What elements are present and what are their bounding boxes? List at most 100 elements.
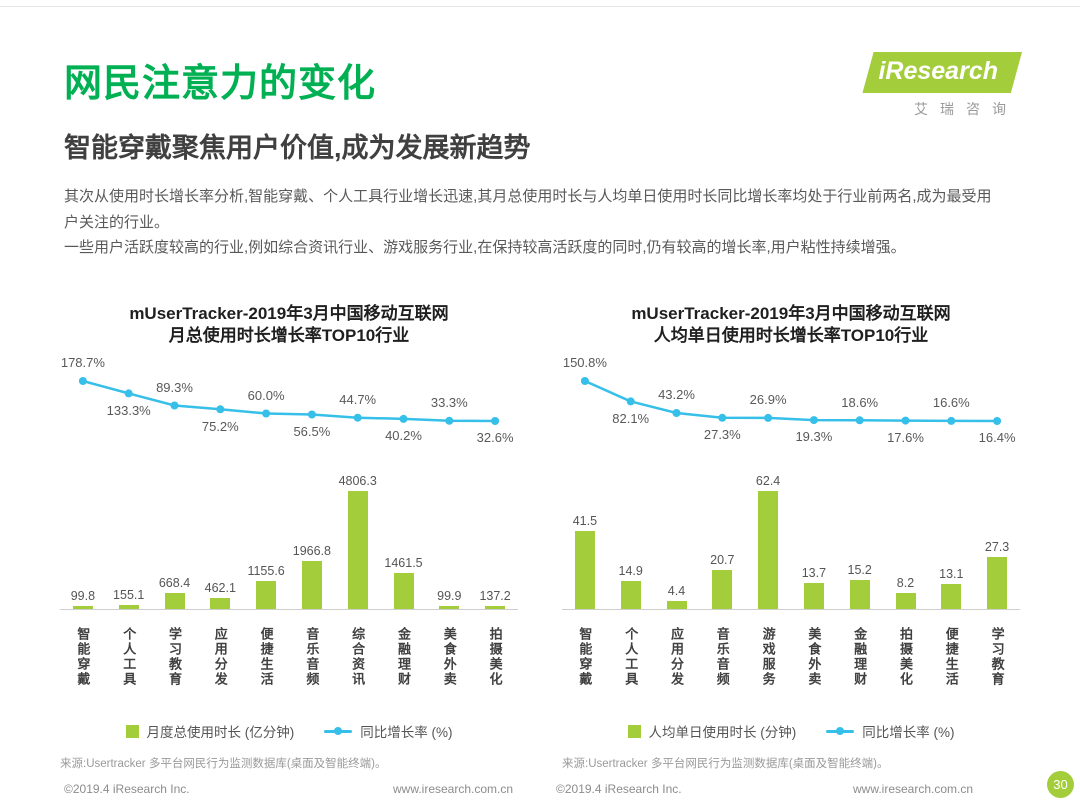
bar-value-label: 41.5 xyxy=(572,514,598,529)
bar-value-label: 1461.5 xyxy=(384,556,423,571)
line-value-label: 27.3% xyxy=(703,426,741,442)
line-value-label: 56.5% xyxy=(293,423,331,439)
category-label: 应用分发 xyxy=(212,627,228,688)
category-label: 拍摄美化 xyxy=(487,627,503,688)
category-label: 智能穿戴 xyxy=(577,627,593,688)
bar-value-label: 4.4 xyxy=(667,584,686,599)
bar xyxy=(941,584,962,610)
line-value-label: 60.0% xyxy=(247,387,285,403)
line-legend-swatch xyxy=(826,727,855,736)
bar-legend-swatch xyxy=(125,724,139,738)
chart-title: mUserTracker-2019年3月中国移动互联网 月总使用时长增长率TOP… xyxy=(60,303,518,347)
line-value-label: 44.7% xyxy=(339,391,377,407)
chart-plot: 99.8 155.1 668.4 462.1 1155.6 1966.8 4806.3 146… xyxy=(60,351,518,621)
category-label: 拍摄美化 xyxy=(897,627,913,688)
category-label: 游戏服务 xyxy=(760,627,776,688)
category-label: 应用分发 xyxy=(668,627,684,688)
bar-value-label: 99.8 xyxy=(70,589,96,604)
bar-legend-swatch xyxy=(627,724,641,738)
bar xyxy=(301,561,322,610)
bar xyxy=(849,580,870,610)
category-label: 学习教育 xyxy=(989,627,1005,688)
bar-value-label: 1155.6 xyxy=(247,564,285,579)
bar xyxy=(666,601,687,610)
footer-website-right: www.iresearch.com.cn xyxy=(853,782,974,796)
page-title: 网民注意力的变化 xyxy=(64,63,377,105)
legend-line-entry: 同比增长率 (%) xyxy=(324,721,453,741)
legend-bar-entry: 人均单日使用时长 (分钟) xyxy=(627,721,797,741)
bar xyxy=(485,606,506,610)
chart-legend: 人均单日使用时长 (分钟) 同比增长率 (%) xyxy=(562,721,1020,741)
chart-title-line2: 月总使用时长增长率TOP10行业 xyxy=(168,326,410,346)
chart-title-line2: 人均单日使用时长增长率TOP10行业 xyxy=(653,326,929,346)
bar-value-label: 155.1 xyxy=(113,588,145,603)
bar xyxy=(758,491,779,610)
bar-value-label: 13.7 xyxy=(801,566,827,581)
category-label: 便捷生活 xyxy=(943,627,959,688)
logo-brand-text: iResearch xyxy=(878,57,998,85)
category-label: 学习教育 xyxy=(166,627,182,688)
bar-value-label: 1966.8 xyxy=(292,544,332,559)
bar xyxy=(620,581,641,610)
source-note: 来源:Usertracker 多平台网民行为监测数据库(桌面及智能终端)。 xyxy=(60,758,387,771)
category-label: 金融理财 xyxy=(395,627,411,688)
iresearch-logo-banner: iResearch xyxy=(862,52,1022,93)
bar xyxy=(439,606,460,610)
chart-daily-per-capita-usage: mUserTracker-2019年3月中国移动互联网 人均单日使用时长增长率T… xyxy=(562,303,1020,771)
category-label: 个人工具 xyxy=(121,627,137,688)
category-label: 智能穿戴 xyxy=(75,627,91,688)
footer-copyright-right: ©2019.4 iResearch Inc. xyxy=(556,782,682,796)
iresearch-logo: iResearch 艾瑞咨询 xyxy=(862,52,1022,119)
x-axis-line xyxy=(60,609,518,611)
bar-value-label: 668.4 xyxy=(158,576,191,591)
category-label: 美食外卖 xyxy=(441,627,457,688)
bar xyxy=(987,557,1008,610)
line-value-label: 26.9% xyxy=(749,392,787,408)
line-value-label: 43.2% xyxy=(658,387,695,403)
bar-value-label: 15.2 xyxy=(847,563,872,578)
source-note: 来源:Usertracker 多平台网民行为监测数据库(桌面及智能终端)。 xyxy=(562,758,889,771)
category-label: 个人工具 xyxy=(623,627,639,688)
bar-value-label: 4806.3 xyxy=(338,474,377,489)
x-axis-line xyxy=(562,609,1020,611)
bar-value-label: 137.2 xyxy=(479,589,511,604)
chart-plot: 41.5 14.9 4.4 20.7 62.4 13.7 15.2 8.2 13.1 27.3 15… xyxy=(562,351,1020,621)
category-label: 音乐音频 xyxy=(714,627,730,688)
line-value-label: 89.3% xyxy=(156,379,193,395)
chart-title-line1: mUserTracker-2019年3月中国移动互联网 xyxy=(129,304,449,323)
logo-brand-chinese: 艾瑞咨询 xyxy=(914,101,1018,117)
line-value-label: 32.6% xyxy=(476,430,514,446)
category-label: 美食外卖 xyxy=(806,627,822,688)
bar-value-label: 462.1 xyxy=(204,581,236,596)
line-value-label: 150.8% xyxy=(562,355,607,371)
bar xyxy=(393,573,414,610)
legend-bar-label: 人均单日使用时长 (分钟) xyxy=(648,725,797,741)
line-value-label: 178.7% xyxy=(60,355,105,371)
bar xyxy=(164,593,185,610)
category-label: 音乐音频 xyxy=(304,627,320,688)
chart-monthly-total-usage: mUserTracker-2019年3月中国移动互联网 月总使用时长增长率TOP… xyxy=(60,303,518,771)
bar-value-label: 8.2 xyxy=(896,576,915,591)
line-value-label: 19.3% xyxy=(795,429,833,445)
line-value-label: 75.2% xyxy=(201,418,239,434)
body-paragraph-2: 一些用户活跃度较高的行业,例如综合资讯行业、游戏服务行业,在保持较高活跃度的同时… xyxy=(64,239,906,256)
category-axis: 智能穿戴 个人工具 应用分发 音乐音频 游戏服务 美食外卖 金融理财 拍摄美化 便捷生活 学习教育 xyxy=(562,627,1020,713)
line-value-label: 16.4% xyxy=(978,430,1016,446)
line-value-label: 133.3% xyxy=(106,402,151,418)
category-axis: 智能穿戴 个人工具 学习教育 应用分发 便捷生活 音乐音频 综合资讯 金融理财 美食外卖 拍摄美化 xyxy=(60,627,518,713)
legend-bar-entry: 月度总使用时长 (亿分钟) xyxy=(125,721,294,741)
bar xyxy=(118,605,139,610)
category-label: 金融理财 xyxy=(852,627,868,688)
legend-line-label: 同比增长率 (%) xyxy=(862,725,955,741)
bar-value-label: 20.7 xyxy=(710,553,735,568)
category-label: 便捷生活 xyxy=(258,627,274,688)
bar xyxy=(895,593,916,610)
bar xyxy=(347,491,368,610)
page-subtitle: 智能穿戴聚焦用户价值,成为发展新趋势 xyxy=(64,133,531,163)
bar-value-label: 14.9 xyxy=(618,564,643,579)
chart-title-line1: mUserTracker-2019年3月中国移动互联网 xyxy=(631,304,951,323)
bar xyxy=(256,581,277,610)
body-text: 其次从使用时长增长率分析,智能穿戴、个人工具行业增长迅速,其月总使用时长与人均单… xyxy=(64,184,992,261)
legend-line-entry: 同比增长率 (%) xyxy=(826,721,955,741)
